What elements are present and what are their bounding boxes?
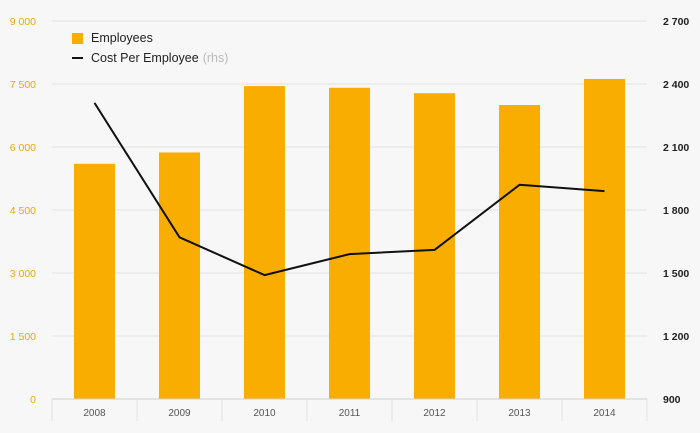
x-tick-label: 2013	[508, 408, 531, 419]
x-tick-label: 2008	[83, 408, 106, 419]
bar-employees-2008	[74, 163, 115, 399]
bar-employees-2010	[244, 86, 285, 399]
bar-employees-2013	[499, 105, 540, 399]
left-tick-label: 9 000	[10, 16, 36, 28]
right-tick-label: 900	[663, 394, 681, 406]
x-tick-label: 2012	[423, 408, 446, 419]
right-tick-label: 2 700	[663, 16, 689, 28]
left-tick-label: 7 500	[10, 79, 36, 91]
bar-employees-2014	[584, 78, 625, 400]
legend-cost-note: (rhs)	[202, 51, 229, 65]
left-tick-label: 4 500	[10, 205, 36, 217]
left-tick-label: 3 000	[10, 268, 36, 280]
left-tick-label: 0	[30, 394, 36, 406]
x-tick-label: 2009	[168, 408, 191, 419]
right-tick-label: 1 500	[663, 268, 689, 280]
x-tick-label: 2010	[253, 408, 276, 419]
right-tick-label: 2 100	[663, 142, 689, 154]
bar-employees-2011	[329, 87, 370, 399]
right-tick-label: 1 200	[663, 331, 689, 343]
legend-cost-label: Cost Per Employee	[91, 51, 199, 65]
cost-swatch	[72, 57, 83, 59]
legend-item-cost: Cost Per Employee (rhs)	[72, 48, 228, 68]
legend: Employees Cost Per Employee (rhs)	[72, 28, 228, 68]
legend-employees-label: Employees	[91, 31, 153, 45]
employees-swatch	[72, 32, 83, 44]
legend-item-employees: Employees	[72, 28, 228, 48]
cost-per-employee-line	[93, 102, 605, 277]
right-tick-label: 1 800	[663, 205, 689, 217]
left-tick-label: 1 500	[10, 331, 36, 343]
bar-employees-2009	[159, 152, 200, 399]
x-tick-label: 2011	[339, 408, 361, 419]
bar-employees-2012	[414, 93, 455, 400]
left-tick-label: 6 000	[10, 142, 36, 154]
x-tick-label: 2014	[593, 408, 616, 419]
right-tick-label: 2 400	[663, 79, 689, 91]
axes: 2008 2009 2010 2011 2012 2013 2014 0 1 500 3 000 4…	[10, 16, 689, 421]
employees-bars	[74, 78, 625, 400]
line-cost-per-employee	[93, 102, 605, 277]
